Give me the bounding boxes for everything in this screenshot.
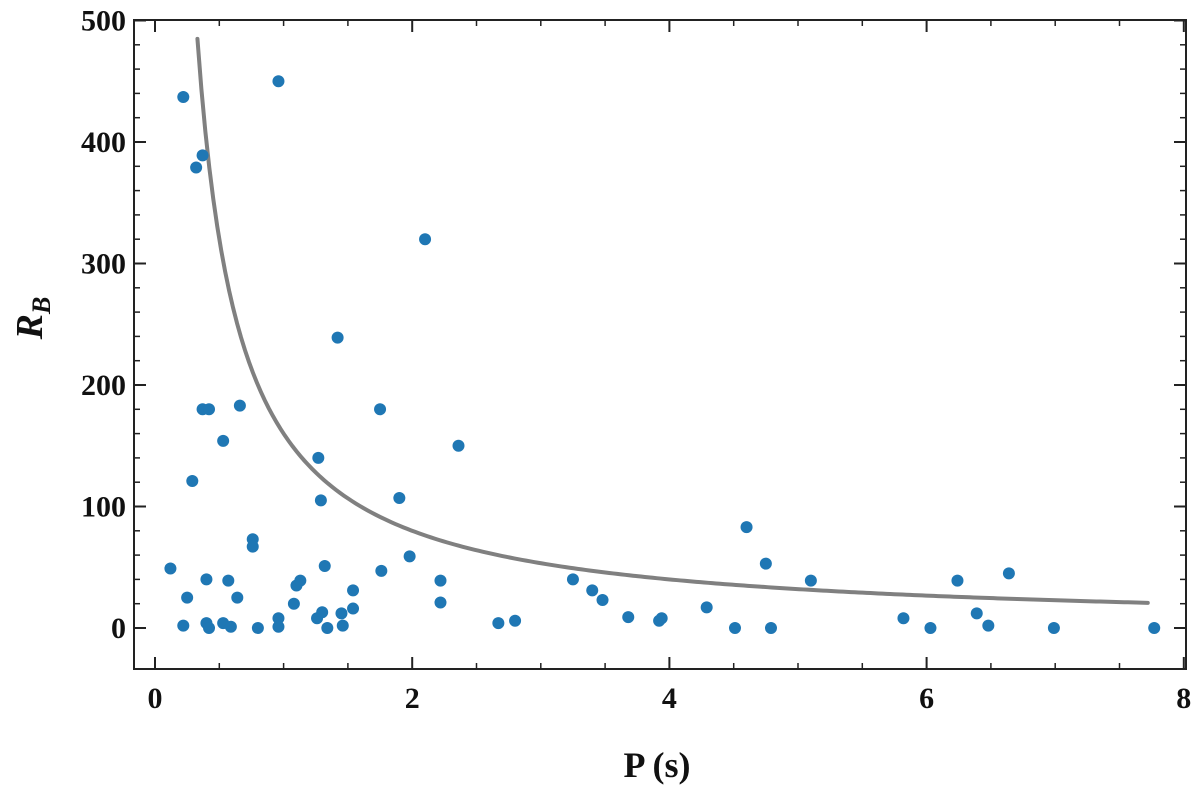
x-tick-label: 4 <box>662 682 677 715</box>
data-point <box>287 597 300 610</box>
data-point <box>419 233 432 246</box>
data-point <box>374 403 387 416</box>
data-point <box>200 573 213 586</box>
data-point <box>272 612 285 625</box>
data-point <box>655 612 668 625</box>
data-point <box>177 619 190 632</box>
data-point <box>804 574 817 587</box>
data-point <box>492 617 505 630</box>
data-point <box>246 540 259 553</box>
data-point <box>294 574 307 587</box>
data-point <box>331 331 344 344</box>
data-point <box>318 560 331 573</box>
data-point <box>434 574 447 587</box>
data-point <box>251 622 264 634</box>
data-point <box>181 591 194 604</box>
data-point <box>347 584 360 597</box>
data-point <box>434 596 447 609</box>
x-axis-label: P (s) <box>624 745 691 785</box>
x-tick-label: 0 <box>148 682 163 715</box>
data-point <box>924 622 937 634</box>
data-point <box>509 614 522 627</box>
data-point <box>1002 567 1015 580</box>
y-tick-label: 0 <box>111 612 126 645</box>
data-point <box>233 399 246 412</box>
data-point <box>190 161 203 174</box>
data-point <box>312 451 325 464</box>
data-point <box>321 622 334 634</box>
fit-curve-layer <box>195 36 1150 605</box>
data-point <box>164 562 177 575</box>
y-axis-label-main: R <box>9 314 51 340</box>
data-point <box>272 75 285 88</box>
data-point <box>759 557 772 570</box>
data-point <box>1047 622 1060 634</box>
data-point <box>217 434 230 447</box>
data-point <box>186 474 199 487</box>
data-point <box>196 149 209 162</box>
y-axis-label-subscript: B <box>27 297 56 315</box>
x-tick-label: 2 <box>405 682 420 715</box>
fit-curve <box>195 36 1150 605</box>
data-point <box>272 620 285 633</box>
data-point <box>740 521 753 534</box>
x-tick-label: 6 <box>919 682 934 715</box>
data-point <box>596 594 609 607</box>
data-point <box>393 492 406 504</box>
data-point <box>586 584 599 597</box>
data-point <box>970 607 983 620</box>
data-points-layer <box>164 75 1161 634</box>
data-point <box>224 620 237 633</box>
data-point <box>231 591 244 604</box>
data-point <box>403 550 416 563</box>
data-point <box>566 573 579 586</box>
tick-labels-layer: 0 2 4 6 8 0 100 200 300 400 500 <box>81 5 1191 716</box>
data-point <box>222 574 235 587</box>
plot-frame <box>133 19 1187 670</box>
data-point <box>728 622 741 634</box>
data-point <box>316 606 329 619</box>
data-point <box>951 574 964 587</box>
y-tick-label: 500 <box>81 5 126 38</box>
data-point <box>335 607 348 620</box>
data-point <box>1148 622 1161 634</box>
data-point <box>375 564 388 577</box>
y-tick-label: 400 <box>81 126 126 159</box>
data-point <box>700 601 713 614</box>
data-point <box>203 403 216 416</box>
y-tick-label: 300 <box>81 248 126 281</box>
data-point <box>336 619 349 632</box>
data-point <box>982 619 995 632</box>
data-point <box>177 91 190 104</box>
data-point <box>452 439 465 452</box>
data-point <box>347 602 360 615</box>
data-point <box>897 612 910 625</box>
data-point <box>764 622 777 634</box>
x-tick-label: 8 <box>1176 682 1191 715</box>
data-point <box>203 622 216 634</box>
data-point <box>622 611 635 624</box>
data-point <box>314 494 327 507</box>
y-axis-label: RB <box>9 297 56 341</box>
axes-frame <box>133 19 1187 670</box>
y-tick-label: 200 <box>81 369 126 402</box>
y-tick-label: 100 <box>81 491 126 524</box>
